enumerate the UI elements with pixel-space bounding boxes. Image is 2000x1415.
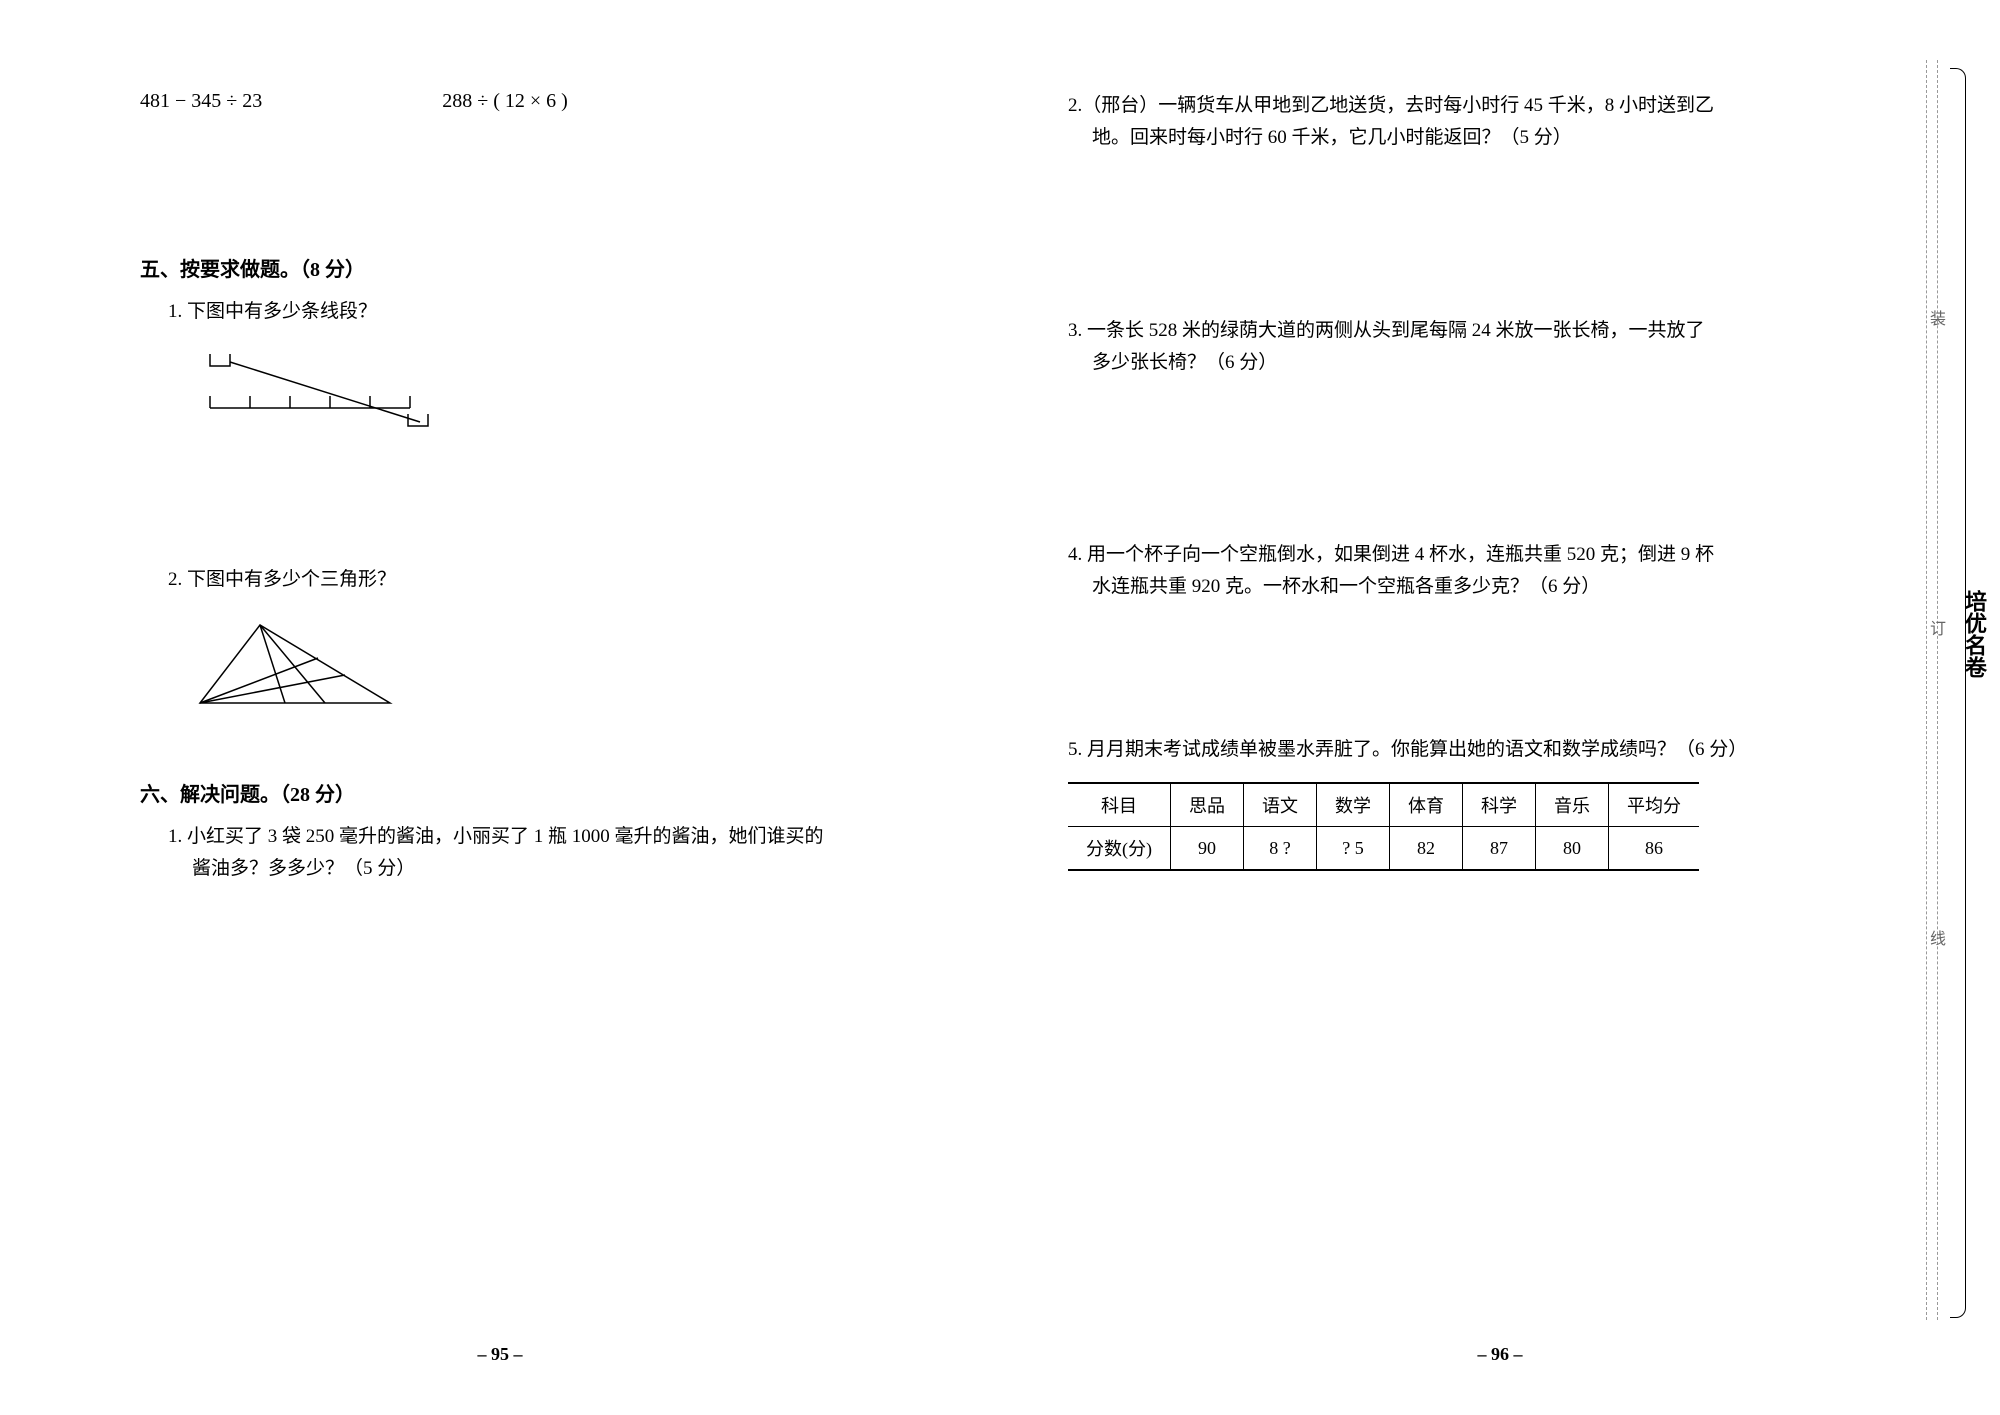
section-5-heading: 五、按要求做题。（8 分）	[140, 253, 940, 282]
q-text-line: 地。回来时每小时行 60 千米，它几小时能返回？（5 分）	[1092, 127, 1572, 148]
table-header: 数学	[1317, 783, 1390, 827]
table-header: 科学	[1463, 783, 1536, 827]
table-header: 平均分	[1609, 783, 1700, 827]
table-cell: 8 ?	[1244, 827, 1317, 871]
expression-1: 481 − 345 ÷ 23	[140, 90, 262, 113]
table-header: 体育	[1390, 783, 1463, 827]
line-segments-svg	[190, 344, 450, 439]
table-cell: 87	[1463, 827, 1536, 871]
svg-path	[260, 625, 325, 703]
triangle-svg	[190, 613, 410, 713]
q-text-line: 多少张长椅？（6 分）	[1092, 352, 1277, 373]
section-6-heading: 六、解决问题。（28 分）	[140, 778, 940, 807]
page-number-right: – 96 –	[1478, 1344, 1523, 1365]
arithmetic-expressions: 481 − 345 ÷ 23 288 ÷ ( 12 × 6 )	[140, 90, 940, 113]
binding-char: 装	[1923, 310, 1947, 326]
table-row: 分数(分) 90 8 ? ? 5 82 87 80 86	[1068, 827, 1699, 871]
section-5-q1: 1. 下图中有多少条线段？	[168, 296, 940, 328]
table-cell: ? 5	[1317, 827, 1390, 871]
svg-path	[408, 414, 428, 426]
svg-path	[230, 362, 420, 422]
q-text-line: 1. 小红买了 3 袋 250 毫升的酱油，小丽买了 1 瓶 1000 毫升的酱…	[168, 826, 824, 847]
q-text-line: 3. 一条长 528 米的绿荫大道的两侧从头到尾每隔 24 米放一张长椅，一共放…	[1068, 320, 1705, 341]
expression-2: 288 ÷ ( 12 × 6 )	[442, 90, 568, 113]
q-text-line: 酱油多？多多少？（5 分）	[192, 858, 415, 879]
table-header: 音乐	[1536, 783, 1609, 827]
section-6-q1: 1. 小红买了 3 袋 250 毫升的酱油，小丽买了 1 瓶 1000 毫升的酱…	[168, 821, 940, 886]
table-header: 科目	[1068, 783, 1171, 827]
page-number-left: – 95 –	[478, 1344, 523, 1365]
svg-path	[200, 675, 345, 703]
side-logo: 培优名卷	[1958, 590, 1990, 678]
section-6-q5: 5. 月月期末考试成绩单被墨水弄脏了。你能算出她的语文和数学成绩吗？（6 分）	[1068, 734, 1900, 766]
table-cell: 80	[1536, 827, 1609, 871]
q-text-line: 2.（邢台）一辆货车从甲地到乙地送货，去时每小时行 45 千米，8 小时送到乙	[1068, 95, 1714, 116]
binding-char: 线	[1923, 930, 1947, 946]
right-page: 2.（邢台）一辆货车从甲地到乙地送货，去时每小时行 45 千米，8 小时送到乙 …	[1000, 0, 2000, 1415]
table-cell: 分数(分)	[1068, 827, 1171, 871]
table-cell: 90	[1171, 827, 1244, 871]
table-header-row: 科目 思品 语文 数学 体育 科学 音乐 平均分	[1068, 783, 1699, 827]
section-6-q2: 2.（邢台）一辆货车从甲地到乙地送货，去时每小时行 45 千米，8 小时送到乙 …	[1068, 90, 1900, 155]
section-5-q2: 2. 下图中有多少个三角形？	[168, 564, 940, 596]
section-6-q3: 3. 一条长 528 米的绿荫大道的两侧从头到尾每隔 24 米放一张长椅，一共放…	[1068, 315, 1900, 380]
page-frame	[1950, 68, 1966, 1318]
score-table: 科目 思品 语文 数学 体育 科学 音乐 平均分 分数(分) 90 8 ? ? …	[1068, 782, 1699, 871]
line-segments-figure	[190, 344, 940, 444]
q-text-line: 4. 用一个杯子向一个空瓶倒水，如果倒进 4 杯水，连瓶共重 520 克；倒进 …	[1068, 544, 1714, 565]
section-6-q4: 4. 用一个杯子向一个空瓶倒水，如果倒进 4 杯水，连瓶共重 520 克；倒进 …	[1068, 539, 1900, 604]
binding-margin: 装 订 线	[1926, 60, 1938, 1320]
triangle-figure	[190, 613, 940, 718]
binding-char: 订	[1923, 620, 1947, 636]
table-cell: 86	[1609, 827, 1700, 871]
left-page: 481 − 345 ÷ 23 288 ÷ ( 12 × 6 ) 五、按要求做题。…	[0, 0, 1000, 1415]
svg-path	[210, 396, 410, 408]
table-cell: 82	[1390, 827, 1463, 871]
table-header: 语文	[1244, 783, 1317, 827]
svg-path	[200, 625, 390, 703]
table-header: 思品	[1171, 783, 1244, 827]
q-text-line: 水连瓶共重 920 克。一杯水和一个空瓶各重多少克？（6 分）	[1092, 576, 1600, 597]
exam-spread: 481 − 345 ÷ 23 288 ÷ ( 12 × 6 ) 五、按要求做题。…	[0, 0, 2000, 1415]
svg-path	[210, 354, 230, 366]
